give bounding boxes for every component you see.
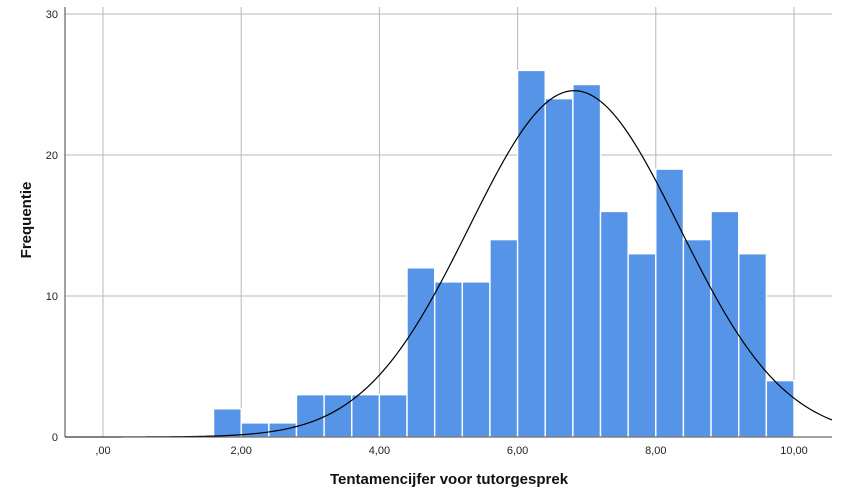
- histogram-bar: [682, 238, 712, 438]
- histogram-bar: [627, 253, 657, 438]
- histogram-bars: [212, 69, 795, 438]
- y-tick-label: 10: [46, 291, 58, 303]
- histogram-bar: [710, 210, 740, 438]
- histogram-bar: [378, 394, 408, 438]
- y-tick-label: 20: [46, 150, 58, 162]
- y-tick-label: 0: [52, 432, 58, 444]
- histogram-bar: [212, 408, 242, 438]
- histogram-bar: [323, 394, 353, 438]
- y-axis-label: Frequentie: [18, 182, 35, 259]
- x-tick-label: 2,00: [230, 445, 251, 457]
- histogram-bar: [489, 238, 519, 438]
- histogram-bar: [351, 394, 381, 438]
- x-axis-label: Tentamencijfer voor tutorgesprek: [330, 471, 569, 488]
- x-tick-label: ,00: [95, 445, 110, 457]
- y-tick-label: 30: [46, 9, 58, 21]
- histogram-bar: [406, 267, 436, 438]
- histogram-bar: [599, 210, 629, 438]
- x-tick-label: 8,00: [645, 445, 666, 457]
- x-tick-label: 6,00: [507, 445, 528, 457]
- axes: [64, 7, 832, 438]
- histogram-bar: [461, 281, 491, 438]
- tick-labels: ,00 2,00 4,00 6,00 8,00 10,00 0 10 20 30: [46, 9, 808, 457]
- x-tick-label: 10,00: [780, 445, 808, 457]
- histogram-bar: [738, 253, 768, 438]
- histogram-bar: [544, 97, 574, 438]
- histogram-bar: [516, 69, 546, 438]
- histogram-bar: [433, 281, 464, 438]
- histogram-bar: [572, 83, 602, 438]
- histogram-bar: [655, 168, 685, 438]
- x-tick-label: 4,00: [369, 445, 390, 457]
- histogram-bar: [295, 394, 325, 438]
- histogram-bar: [765, 379, 795, 438]
